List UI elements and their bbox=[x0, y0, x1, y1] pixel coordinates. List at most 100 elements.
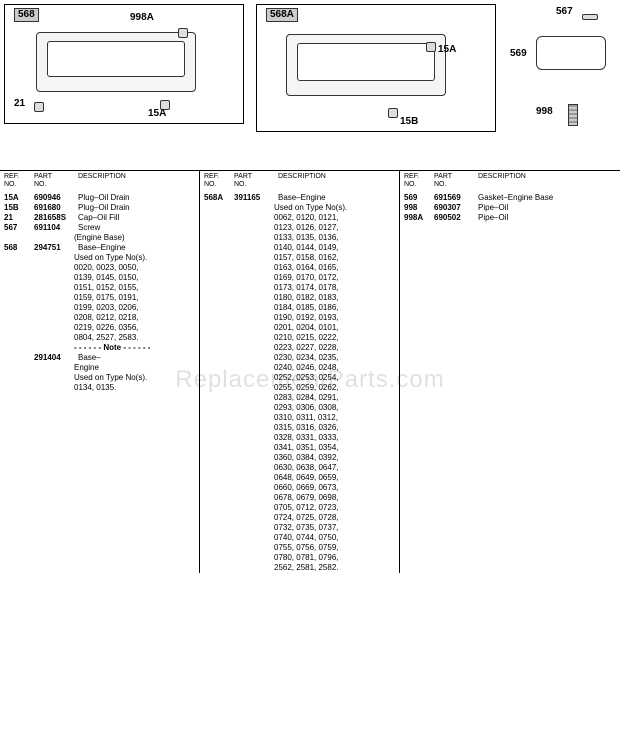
sub-line: 0157, 0158, 0162, bbox=[200, 253, 399, 263]
part-no: 691680 bbox=[34, 203, 78, 213]
pipe-998 bbox=[568, 104, 578, 126]
sub-line: 0151, 0152, 0155, bbox=[0, 283, 199, 293]
part-no: 291404 bbox=[34, 353, 78, 363]
description: Base– bbox=[78, 353, 195, 363]
part-row: 15A690946Plug–Oil Drain bbox=[0, 193, 199, 203]
header-ref: REF. NO. bbox=[204, 173, 234, 189]
sub-line: 0190, 0192, 0193, bbox=[200, 313, 399, 323]
sub-line: 0255, 0259, 0262, bbox=[200, 383, 399, 393]
sub-line: 0223, 0227, 0228, bbox=[200, 343, 399, 353]
description: Base–Engine bbox=[278, 193, 395, 203]
sub-line: Used on Type No(s). bbox=[0, 373, 199, 383]
column-header: REF. NO.PART NO.DESCRIPTION bbox=[400, 171, 620, 193]
sub-line: Used on Type No(s). bbox=[0, 253, 199, 263]
part-no: 691569 bbox=[434, 193, 478, 203]
base-568 bbox=[36, 32, 196, 92]
part-row: 998A690502Pipe–Oil bbox=[400, 213, 620, 223]
tag-567: 567 bbox=[556, 6, 573, 18]
sub-line: 0740, 0744, 0750, bbox=[200, 533, 399, 543]
sub-line: 0173, 0174, 0178, bbox=[200, 283, 399, 293]
ref-no: 15B bbox=[4, 203, 34, 213]
header-desc: DESCRIPTION bbox=[478, 173, 616, 189]
sub-line: 0804, 2527, 2583. bbox=[0, 333, 199, 343]
tag-568a: 568A bbox=[266, 8, 298, 22]
tag-15a: 15A bbox=[148, 108, 166, 120]
plug-15a2 bbox=[426, 42, 436, 52]
part-no: 690307 bbox=[434, 203, 478, 213]
part-no: 691104 bbox=[34, 223, 78, 233]
part-row: 568A391165Base–Engine bbox=[200, 193, 399, 203]
part-no: 690502 bbox=[434, 213, 478, 223]
part-row: 569691569Gasket–Engine Base bbox=[400, 193, 620, 203]
ref-no: 567 bbox=[4, 223, 34, 233]
sub-line: 0184, 0185, 0186, bbox=[200, 303, 399, 313]
sub-line: 0133, 0135, 0136, bbox=[200, 233, 399, 243]
sub-line: 0630, 0638, 0647, bbox=[200, 463, 399, 473]
tag-998a: 998A bbox=[130, 12, 154, 24]
sub-line: 0648, 0649, 0659, bbox=[200, 473, 399, 483]
sub-line: 0283, 0284, 0291, bbox=[200, 393, 399, 403]
header-part: PART NO. bbox=[34, 173, 78, 189]
plug-21 bbox=[34, 102, 44, 112]
sub-line: 0180, 0182, 0183, bbox=[200, 293, 399, 303]
sub-line: Engine bbox=[0, 363, 199, 373]
sub-line: 0020, 0023, 0050, bbox=[0, 263, 199, 273]
tag-15a2: 15A bbox=[438, 44, 456, 56]
header-ref: REF. NO. bbox=[404, 173, 434, 189]
column-header: REF. NO.PART NO.DESCRIPTION bbox=[200, 171, 399, 193]
ref-no: 569 bbox=[404, 193, 434, 203]
part-no: 294751 bbox=[34, 243, 78, 253]
tag-569: 569 bbox=[510, 48, 527, 60]
description: Cap–Oil Fill bbox=[78, 213, 195, 223]
ref-no: 568A bbox=[204, 193, 234, 203]
header-part: PART NO. bbox=[434, 173, 478, 189]
sub-line: 0780, 0781, 0796, bbox=[200, 553, 399, 563]
sub-line: 0678, 0679, 0698, bbox=[200, 493, 399, 503]
sub-line: 0660, 0669, 0673, bbox=[200, 483, 399, 493]
ref-no: 15A bbox=[4, 193, 34, 203]
sub-line: 0219, 0226, 0356, bbox=[0, 323, 199, 333]
exploded-diagram: 568998A2115A568A15A15B567569998 bbox=[0, 0, 620, 170]
sub-line: 0341, 0351, 0354, bbox=[200, 443, 399, 453]
sub-line: 0360, 0384, 0392, bbox=[200, 453, 399, 463]
ref-no: 998A bbox=[404, 213, 434, 223]
sub-line: 0201, 0204, 0101, bbox=[200, 323, 399, 333]
part-row: 291404Base– bbox=[0, 353, 199, 363]
part-no: 391165 bbox=[234, 193, 278, 203]
description: Plug–Oil Drain bbox=[78, 193, 195, 203]
sub-line: 0210, 0215, 0222, bbox=[200, 333, 399, 343]
plug-998a bbox=[178, 28, 188, 38]
part-no: 281658S bbox=[34, 213, 78, 223]
sub-line: 0208, 0212, 0218, bbox=[0, 313, 199, 323]
sub-line: 0252, 0253, 0254, bbox=[200, 373, 399, 383]
sub-line: 0240, 0246, 0248, bbox=[200, 363, 399, 373]
part-no: 690946 bbox=[34, 193, 78, 203]
sub-line: 0139, 0145, 0150, bbox=[0, 273, 199, 283]
ref-no: 568 bbox=[4, 243, 34, 253]
sub-line: 0169, 0170, 0172, bbox=[200, 273, 399, 283]
description: Screw bbox=[78, 223, 195, 233]
sub-line: 0328, 0331, 0333, bbox=[200, 433, 399, 443]
parts-table: REF. NO.PART NO.DESCRIPTION15A690946Plug… bbox=[0, 170, 620, 573]
sub-line: 0705, 0712, 0723, bbox=[200, 503, 399, 513]
part-row: 998690307Pipe–Oil bbox=[400, 203, 620, 213]
column-header: REF. NO.PART NO.DESCRIPTION bbox=[0, 171, 199, 193]
sub-line: 0732, 0735, 0737, bbox=[200, 523, 399, 533]
description: Plug–Oil Drain bbox=[78, 203, 195, 213]
sub-line: Used on Type No(s). bbox=[200, 203, 399, 213]
parts-column-0: REF. NO.PART NO.DESCRIPTION15A690946Plug… bbox=[0, 171, 200, 573]
tag-15b: 15B bbox=[400, 116, 418, 128]
sub-line: 0159, 0175, 0191, bbox=[0, 293, 199, 303]
tag-998: 998 bbox=[536, 106, 553, 118]
sub-line: 0199, 0203, 0206, bbox=[0, 303, 199, 313]
sub-line: 0310, 0311, 0312, bbox=[200, 413, 399, 423]
header-part: PART NO. bbox=[234, 173, 278, 189]
header-desc: DESCRIPTION bbox=[78, 173, 195, 189]
parts-column-2: REF. NO.PART NO.DESCRIPTION569691569Gask… bbox=[400, 171, 620, 573]
parts-column-1: REF. NO.PART NO.DESCRIPTION568A391165Bas… bbox=[200, 171, 400, 573]
sub-line: 0140, 0144, 0149, bbox=[200, 243, 399, 253]
sub-line: 0230, 0234, 0235, bbox=[200, 353, 399, 363]
sub-line: 0062, 0120, 0121, bbox=[200, 213, 399, 223]
sub-line: 0293, 0306, 0308, bbox=[200, 403, 399, 413]
description: Pipe–Oil bbox=[478, 203, 616, 213]
